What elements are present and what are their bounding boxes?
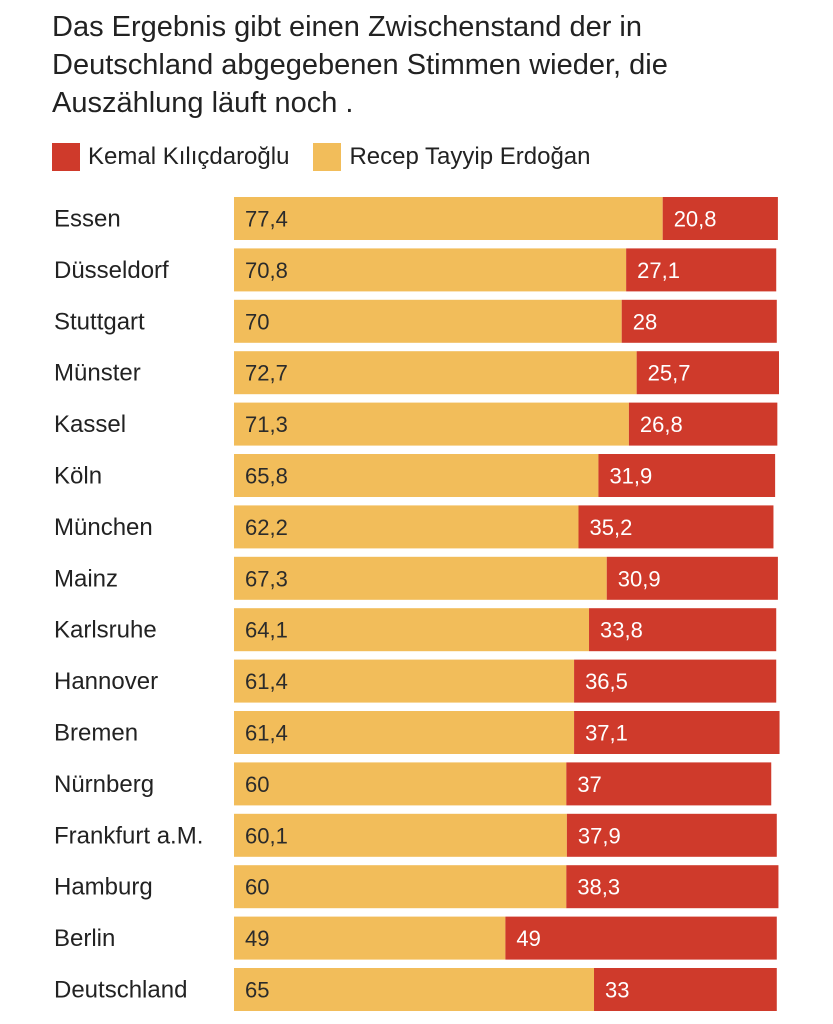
bar-erdogan-k-ln — [234, 454, 599, 497]
bar-erdogan-karlsruhe — [234, 608, 590, 652]
bar-erdogan-n-rnberg — [234, 762, 567, 806]
value-label-kilicdaroglu-hannover: 36,5 — [585, 669, 628, 694]
bar-erdogan-berlin — [234, 916, 506, 960]
bar-kilicdaroglu-bremen — [574, 711, 780, 754]
bar-kilicdaroglu-m-nchen — [578, 505, 774, 549]
chart-title: Das Ergebnis gibt einen Zwischenstand de… — [52, 11, 668, 119]
bar-kilicdaroglu-n-rnberg — [566, 762, 772, 806]
value-label-kilicdaroglu-berlin: 49 — [516, 926, 540, 951]
value-label-kilicdaroglu-m-nster: 25,7 — [648, 361, 691, 386]
value-label-erdogan-d-sseldorf: 70,8 — [245, 258, 288, 283]
value-label-erdogan-berlin: 49 — [245, 926, 269, 951]
legend-item-kilicdaroglu: Kemal Kılıçdaroğlu — [52, 143, 289, 171]
category-label-hannover: Hannover — [54, 668, 158, 695]
value-label-erdogan-karlsruhe: 64,1 — [245, 618, 288, 643]
value-label-erdogan-m-nster: 72,7 — [245, 361, 288, 386]
bar-erdogan-m-nster — [234, 351, 637, 395]
category-label-n-rnberg: Nürnberg — [54, 771, 154, 798]
bar-erdogan-deutschland — [234, 968, 595, 1011]
category-label-m-nster: Münster — [54, 360, 141, 387]
bar-erdogan-m-nchen — [234, 505, 579, 549]
category-label-kassel: Kassel — [54, 411, 126, 438]
value-label-erdogan-frankfurt-a-m-: 60,1 — [245, 823, 288, 848]
bar-erdogan-kassel — [234, 402, 629, 446]
value-label-erdogan-k-ln: 65,8 — [245, 464, 288, 489]
legend-swatch-kilicdaroglu — [52, 143, 80, 171]
category-label-bremen: Bremen — [54, 720, 138, 747]
bar-erdogan-hannover — [234, 659, 575, 703]
bar-erdogan-mainz — [234, 556, 607, 600]
category-label-k-ln: Köln — [54, 463, 102, 490]
bar-kilicdaroglu-stuttgart — [621, 299, 777, 343]
value-label-erdogan-stuttgart: 70 — [245, 309, 269, 334]
bar-kilicdaroglu-d-sseldorf — [626, 248, 777, 292]
category-label-berlin: Berlin — [54, 925, 115, 952]
bar-kilicdaroglu-frankfurt-a-m- — [566, 813, 777, 857]
value-label-erdogan-deutschland: 65 — [245, 978, 269, 1003]
category-label-mainz: Mainz — [54, 565, 118, 592]
legend-item-erdogan: Recep Tayyip Erdoğan — [313, 143, 590, 171]
bar-kilicdaroglu-kassel — [628, 402, 778, 446]
value-label-kilicdaroglu-bremen: 37,1 — [585, 721, 628, 746]
bar-erdogan-d-sseldorf — [234, 248, 627, 292]
bar-erdogan-hamburg — [234, 865, 567, 909]
value-label-kilicdaroglu-karlsruhe: 33,8 — [600, 618, 643, 643]
bar-erdogan-stuttgart — [234, 299, 622, 343]
category-label-deutschland: Deutschland — [54, 977, 187, 1004]
category-label-d-sseldorf: Düsseldorf — [54, 257, 169, 284]
value-label-erdogan-bremen: 61,4 — [245, 721, 288, 746]
bar-kilicdaroglu-mainz — [606, 556, 778, 600]
legend: Kemal Kılıçdaroğlu Recep Tayyip Erdoğan — [52, 141, 614, 173]
category-label-karlsruhe: Karlsruhe — [54, 617, 157, 644]
bar-kilicdaroglu-hannover — [574, 659, 777, 703]
bar-erdogan-bremen — [234, 711, 575, 754]
value-label-kilicdaroglu-stuttgart: 28 — [633, 309, 657, 334]
value-label-kilicdaroglu-deutschland: 33 — [605, 978, 629, 1003]
bar-kilicdaroglu-karlsruhe — [589, 608, 777, 652]
bar-kilicdaroglu-essen — [662, 197, 778, 240]
bar-erdogan-essen — [234, 197, 663, 240]
value-label-kilicdaroglu-kassel: 26,8 — [640, 412, 683, 437]
bar-erdogan-frankfurt-a-m- — [234, 813, 567, 857]
value-label-kilicdaroglu-d-sseldorf: 27,1 — [637, 258, 680, 283]
value-label-kilicdaroglu-m-nchen: 35,2 — [590, 515, 633, 540]
bar-kilicdaroglu-berlin — [505, 916, 777, 960]
category-label-frankfurt-a-m-: Frankfurt a.M. — [54, 822, 203, 849]
legend-label-kilicdaroglu: Kemal Kılıçdaroğlu — [88, 143, 290, 170]
value-label-erdogan-mainz: 67,3 — [245, 566, 288, 591]
value-label-kilicdaroglu-mainz: 30,9 — [618, 566, 661, 591]
legend-label-erdogan: Recep Tayyip Erdoğan — [349, 143, 591, 170]
value-label-erdogan-essen: 77,4 — [245, 207, 288, 232]
value-label-kilicdaroglu-n-rnberg: 37 — [577, 772, 601, 797]
legend-swatch-erdogan — [313, 143, 342, 171]
value-label-erdogan-kassel: 71,3 — [245, 412, 288, 437]
bar-kilicdaroglu-deutschland — [594, 968, 777, 1011]
bar-kilicdaroglu-k-ln — [598, 454, 776, 497]
category-label-stuttgart: Stuttgart — [54, 308, 145, 335]
bar-kilicdaroglu-m-nster — [636, 351, 779, 395]
value-label-erdogan-m-nchen: 62,2 — [245, 515, 288, 540]
bar-kilicdaroglu-hamburg — [566, 865, 779, 909]
value-label-erdogan-n-rnberg: 60 — [245, 772, 269, 797]
value-label-kilicdaroglu-k-ln: 31,9 — [609, 464, 652, 489]
value-label-erdogan-hamburg: 60 — [245, 875, 269, 900]
category-label-hamburg: Hamburg — [54, 874, 153, 901]
value-label-kilicdaroglu-essen: 20,8 — [674, 207, 717, 232]
category-label-m-nchen: München — [54, 514, 153, 541]
value-label-kilicdaroglu-hamburg: 38,3 — [577, 875, 620, 900]
value-label-kilicdaroglu-frankfurt-a-m-: 37,9 — [578, 823, 621, 848]
value-label-erdogan-hannover: 61,4 — [245, 669, 288, 694]
category-label-essen: Essen — [54, 206, 121, 233]
